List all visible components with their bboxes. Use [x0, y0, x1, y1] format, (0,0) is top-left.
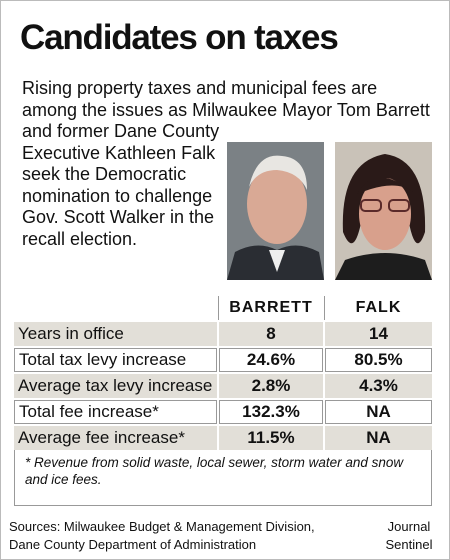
sources: Sources: Milwaukee Budget & Management D… — [9, 519, 315, 552]
table-row: Years in office 8 14 — [14, 322, 432, 346]
intro-block: Rising property taxes and municipal fees… — [22, 78, 432, 282]
falk-value: NA — [325, 400, 432, 424]
row-label: Average fee increase* — [14, 426, 217, 450]
photos — [227, 142, 432, 282]
header-row: BARRETT FALK — [14, 296, 432, 320]
footnote: * Revenue from solid waste, local sewer,… — [14, 450, 432, 506]
column-header: BARRETT — [219, 296, 323, 320]
barrett-photo — [227, 142, 324, 280]
falk-photo — [335, 142, 432, 280]
falk-value: 4.3% — [325, 374, 432, 398]
falk-value: 80.5% — [325, 348, 432, 372]
column-header: FALK — [325, 296, 432, 320]
footer: Sources: Milwaukee Budget & Management D… — [1, 512, 449, 559]
table-row: Total tax levy increase 24.6% 80.5% — [14, 348, 432, 372]
barrett-value: 11.5% — [219, 426, 323, 450]
credit: Journal Sentinel — [385, 519, 433, 552]
falk-value: NA — [325, 426, 432, 450]
table-row: Average fee increase* 11.5% NA — [14, 426, 432, 450]
title: Candidates on taxes — [20, 18, 339, 57]
barrett-value: 2.8% — [219, 374, 323, 398]
falk-value: 14 — [325, 322, 432, 346]
barrett-value: 132.3% — [219, 400, 323, 424]
row-label: Years in office — [14, 322, 217, 346]
row-label: Total tax levy increase — [14, 348, 217, 372]
row-label: Average tax levy increase — [14, 374, 217, 398]
table-row: Average tax levy increase 2.8% 4.3% — [14, 374, 432, 398]
row-label: Total fee increase* — [14, 400, 217, 424]
separator — [218, 296, 219, 320]
barrett-value: 8 — [219, 322, 323, 346]
intro-text: Rising property taxes and municipal fees… — [22, 78, 430, 249]
table-row: Total fee increase* 132.3% NA — [14, 400, 432, 424]
separator — [324, 296, 325, 320]
barrett-value: 24.6% — [219, 348, 323, 372]
